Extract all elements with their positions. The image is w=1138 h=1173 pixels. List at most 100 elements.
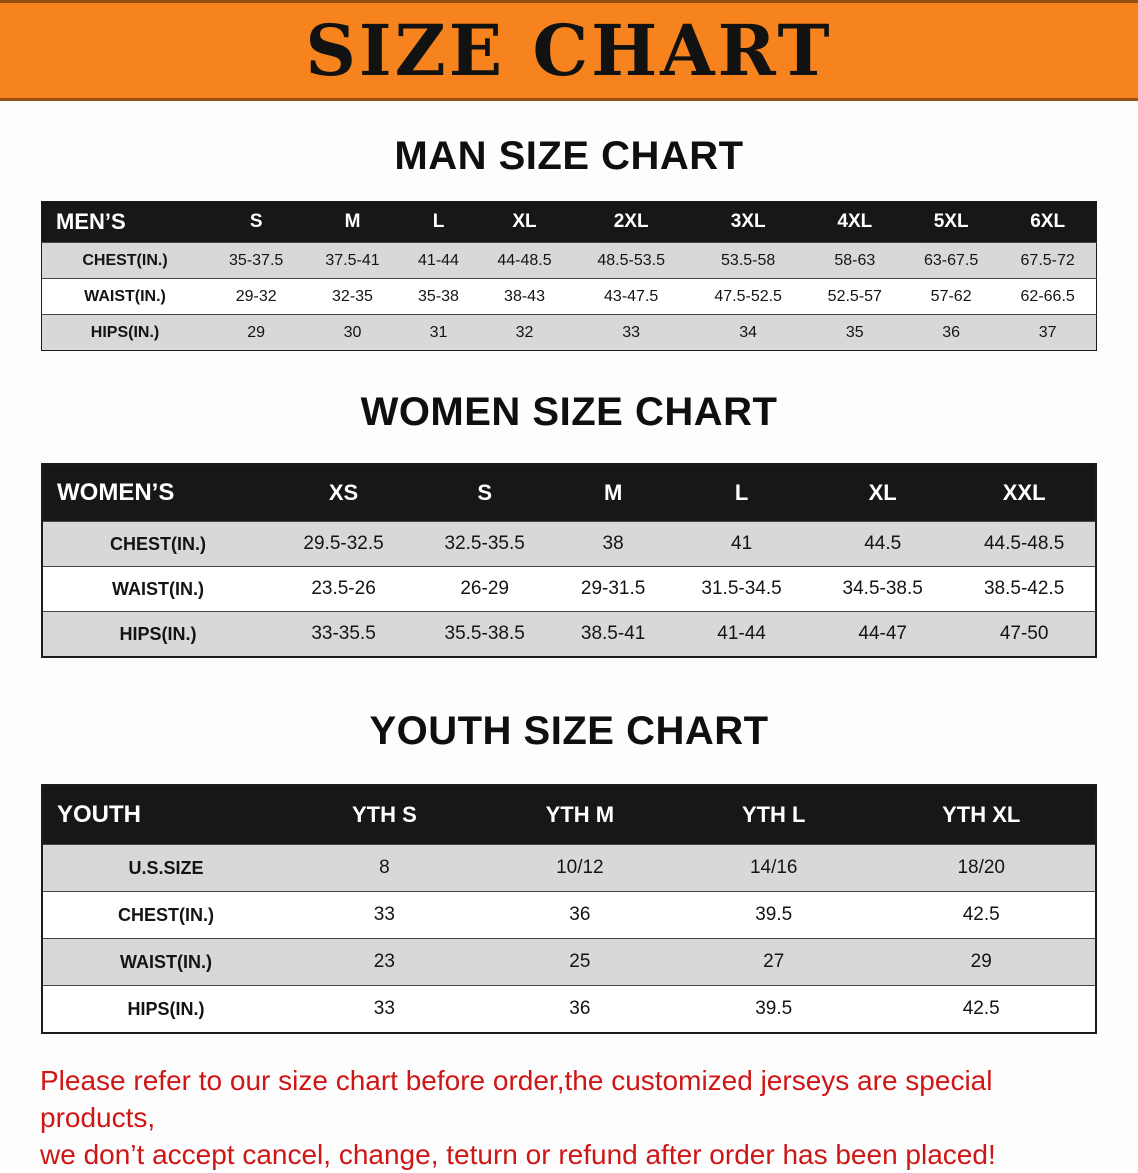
row-label: WAIST(IN.) xyxy=(42,566,273,612)
size-value: 36 xyxy=(479,985,680,1033)
col-header-4xl: 4XL xyxy=(806,201,903,243)
col-header-m: M xyxy=(304,201,401,243)
size-value: 57-62 xyxy=(902,278,1000,315)
size-value: 29-31.5 xyxy=(555,566,672,612)
men-section: MAN SIZE CHART MEN’S S M L XL 2XL 3XL 4X… xyxy=(0,133,1138,351)
row-label: HIPS(IN.) xyxy=(42,611,273,657)
col-header-5xl: 5XL xyxy=(902,201,1000,243)
col-header-2xl: 2XL xyxy=(572,201,690,243)
disclaimer-text: Please refer to our size chart before or… xyxy=(40,1062,1100,1173)
youth-section: YOUTH SIZE CHART YOUTH YTH S YTH M YTH L… xyxy=(0,708,1138,1034)
size-value: 43-47.5 xyxy=(572,278,690,315)
youth-hips-row: HIPS(IN.) 33 36 39.5 42.5 xyxy=(42,985,1096,1033)
women-header-row: WOMEN’S XS S M L XL XXL xyxy=(42,464,1096,522)
size-value: 36 xyxy=(902,314,1000,351)
size-value: 29 xyxy=(867,938,1096,986)
size-value: 33 xyxy=(289,985,480,1033)
row-label: HIPS(IN.) xyxy=(41,314,208,351)
size-value: 31 xyxy=(400,314,477,351)
size-value: 38.5-42.5 xyxy=(953,566,1096,612)
size-value: 10/12 xyxy=(479,844,680,892)
size-value: 44-48.5 xyxy=(476,242,573,279)
men-table-title: MEN’S xyxy=(41,201,208,243)
women-table-title: WOMEN’S xyxy=(42,464,273,522)
size-value: 34.5-38.5 xyxy=(812,566,954,612)
col-header-6xl: 6XL xyxy=(999,201,1097,243)
size-value: 38-43 xyxy=(476,278,573,315)
size-value: 62-66.5 xyxy=(999,278,1097,315)
women-section: WOMEN SIZE CHART WOMEN’S XS S M L XL XXL… xyxy=(0,389,1138,658)
col-header-l: L xyxy=(400,201,477,243)
size-value: 41-44 xyxy=(671,611,813,657)
size-value: 37.5-41 xyxy=(304,242,401,279)
men-section-heading: MAN SIZE CHART xyxy=(394,134,744,178)
row-label: WAIST(IN.) xyxy=(42,938,289,986)
disclaimer-line-1: Please refer to our size chart before or… xyxy=(40,1065,993,1133)
size-value: 29-32 xyxy=(208,278,305,315)
men-header-row: MEN’S S M L XL 2XL 3XL 4XL 5XL 6XL xyxy=(41,201,1097,243)
size-value: 25 xyxy=(479,938,680,986)
col-header-s: S xyxy=(414,464,556,522)
disclaimer-line-2: we don’t accept cancel, change, teturn o… xyxy=(40,1139,996,1170)
size-value: 52.5-57 xyxy=(806,278,903,315)
size-value: 34 xyxy=(689,314,807,351)
men-waist-row: WAIST(IN.) 29-32 32-35 35-38 38-43 43-47… xyxy=(41,278,1097,315)
size-value: 8 xyxy=(289,844,480,892)
size-value: 33-35.5 xyxy=(273,611,415,657)
men-size-table: MEN’S S M L XL 2XL 3XL 4XL 5XL 6XL CHEST… xyxy=(41,201,1097,351)
row-label: CHEST(IN.) xyxy=(42,891,289,939)
size-value: 44.5 xyxy=(812,521,954,567)
col-header-yth-l: YTH L xyxy=(679,785,868,845)
col-header-xl: XL xyxy=(812,464,954,522)
size-value: 23 xyxy=(289,938,480,986)
youth-size-table: YOUTH YTH S YTH M YTH L YTH XL U.S.SIZE … xyxy=(41,784,1097,1034)
women-hips-row: HIPS(IN.) 33-35.5 35.5-38.5 38.5-41 41-4… xyxy=(42,611,1096,657)
col-header-s: S xyxy=(208,201,305,243)
col-header-3xl: 3XL xyxy=(689,201,807,243)
page-title: SIZE CHART xyxy=(305,8,833,92)
size-value: 35-37.5 xyxy=(208,242,305,279)
size-value: 32.5-35.5 xyxy=(414,521,556,567)
size-value: 37 xyxy=(999,314,1097,351)
col-header-m: M xyxy=(555,464,672,522)
size-value: 39.5 xyxy=(679,985,868,1033)
size-value: 41 xyxy=(671,521,813,567)
youth-chest-row: CHEST(IN.) 33 36 39.5 42.5 xyxy=(42,891,1096,939)
col-header-xl: XL xyxy=(476,201,573,243)
women-size-table: WOMEN’S XS S M L XL XXL CHEST(IN.) 29.5-… xyxy=(41,463,1097,658)
size-value: 33 xyxy=(572,314,690,351)
women-section-heading: WOMEN SIZE CHART xyxy=(360,390,778,434)
size-value: 33 xyxy=(289,891,480,939)
size-value: 23.5-26 xyxy=(273,566,415,612)
size-value: 63-67.5 xyxy=(902,242,1000,279)
men-chest-row: CHEST(IN.) 35-37.5 37.5-41 41-44 44-48.5… xyxy=(41,242,1097,279)
size-value: 32-35 xyxy=(304,278,401,315)
size-value: 47.5-52.5 xyxy=(689,278,807,315)
size-value: 18/20 xyxy=(867,844,1096,892)
size-value: 32 xyxy=(476,314,573,351)
size-value: 26-29 xyxy=(414,566,556,612)
size-value: 38 xyxy=(555,521,672,567)
youth-ussize-row: U.S.SIZE 8 10/12 14/16 18/20 xyxy=(42,844,1096,892)
row-label: WAIST(IN.) xyxy=(41,278,208,315)
men-hips-row: HIPS(IN.) 29 30 31 32 33 34 35 36 37 xyxy=(41,314,1097,351)
youth-header-row: YOUTH YTH S YTH M YTH L YTH XL xyxy=(42,785,1096,845)
col-header-yth-xl: YTH XL xyxy=(867,785,1096,845)
row-label: CHEST(IN.) xyxy=(42,521,273,567)
size-value: 35 xyxy=(806,314,903,351)
col-header-xxl: XXL xyxy=(953,464,1096,522)
col-header-yth-m: YTH M xyxy=(479,785,680,845)
size-value: 58-63 xyxy=(806,242,903,279)
size-value: 44.5-48.5 xyxy=(953,521,1096,567)
size-value: 41-44 xyxy=(400,242,477,279)
size-value: 44-47 xyxy=(812,611,954,657)
size-value: 29 xyxy=(208,314,305,351)
youth-section-heading: YOUTH SIZE CHART xyxy=(369,709,769,753)
size-value: 35.5-38.5 xyxy=(414,611,556,657)
youth-table-title: YOUTH xyxy=(42,785,289,845)
banner: SIZE CHART xyxy=(0,0,1138,101)
size-value: 42.5 xyxy=(867,985,1096,1033)
row-label: CHEST(IN.) xyxy=(41,242,208,279)
size-value: 48.5-53.5 xyxy=(572,242,690,279)
size-value: 27 xyxy=(679,938,868,986)
